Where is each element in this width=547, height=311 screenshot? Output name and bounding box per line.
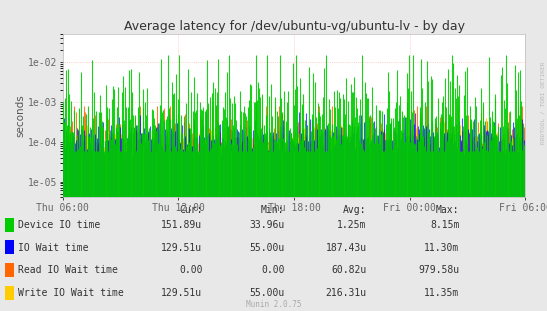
Text: 0.00: 0.00	[261, 265, 284, 275]
Text: 11.30m: 11.30m	[424, 243, 459, 253]
Text: 216.31u: 216.31u	[325, 288, 366, 298]
Text: 55.00u: 55.00u	[249, 243, 284, 253]
Text: 979.58u: 979.58u	[418, 265, 459, 275]
Text: 11.35m: 11.35m	[424, 288, 459, 298]
Y-axis label: seconds: seconds	[15, 95, 25, 137]
Text: Min:: Min:	[261, 205, 284, 215]
Text: 33.96u: 33.96u	[249, 220, 284, 230]
Text: Write IO Wait time: Write IO Wait time	[18, 288, 123, 298]
Text: Munin 2.0.75: Munin 2.0.75	[246, 300, 301, 309]
Text: 55.00u: 55.00u	[249, 288, 284, 298]
Text: 151.89u: 151.89u	[161, 220, 202, 230]
Text: Read IO Wait time: Read IO Wait time	[18, 265, 118, 275]
Text: 60.82u: 60.82u	[331, 265, 366, 275]
Title: Average latency for /dev/ubuntu-vg/ubuntu-lv - by day: Average latency for /dev/ubuntu-vg/ubunt…	[124, 20, 464, 33]
Text: 187.43u: 187.43u	[325, 243, 366, 253]
Text: 1.25m: 1.25m	[337, 220, 366, 230]
Text: Cur:: Cur:	[179, 205, 202, 215]
Text: Max:: Max:	[436, 205, 459, 215]
Text: Avg:: Avg:	[343, 205, 366, 215]
Text: 8.15m: 8.15m	[430, 220, 459, 230]
Text: IO Wait time: IO Wait time	[18, 243, 88, 253]
Text: 129.51u: 129.51u	[161, 288, 202, 298]
Text: RRDTOOL / TOBI OETIKER: RRDTOOL / TOBI OETIKER	[541, 61, 546, 144]
Text: Device IO time: Device IO time	[18, 220, 100, 230]
Text: 0.00: 0.00	[179, 265, 202, 275]
Text: 129.51u: 129.51u	[161, 243, 202, 253]
